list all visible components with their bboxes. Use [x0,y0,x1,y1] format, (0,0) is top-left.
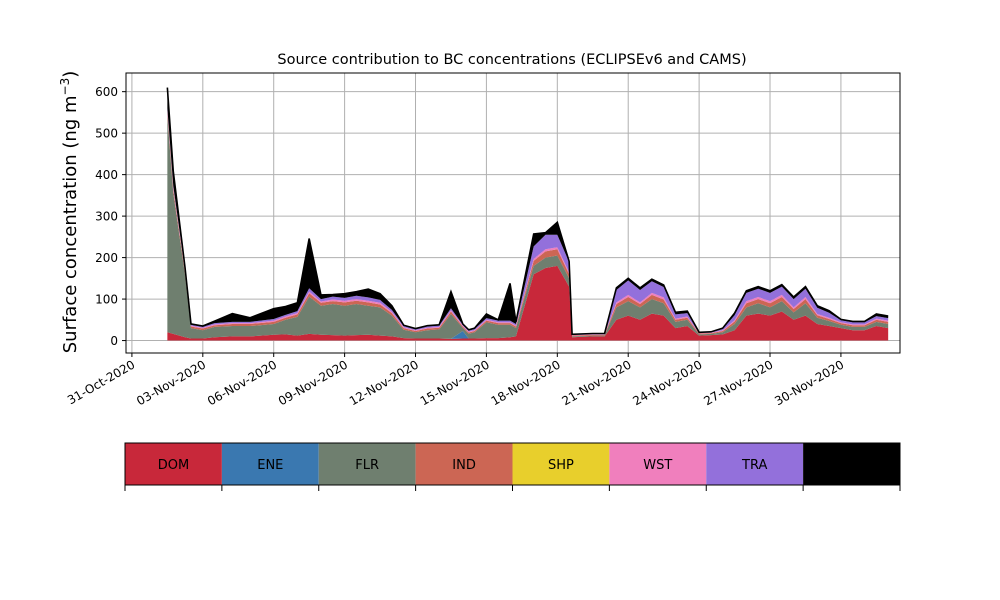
x-axis-ticks: 31-Oct-202003-Nov-202006-Nov-202009-Nov-… [65,353,846,408]
area-flr [167,116,889,339]
y-axis-label-close: ) [60,71,81,78]
y-axis-label-sup: −3 [58,78,72,96]
plot-frame [125,72,901,354]
y-tick-label: 200 [95,251,118,265]
legend-swatch-shp [512,443,610,485]
total-line [166,87,889,336]
area-dom [167,265,889,341]
area-wst [167,110,889,336]
legend-swatch-wst [609,443,707,485]
x-tick-label: 03-Nov-2020 [134,357,208,408]
legend-label-shp: SHP [548,458,574,473]
legend-label-ene: ENE [257,458,283,473]
legend-label-bb: BB [843,458,861,473]
y-tick-label: 600 [95,85,118,99]
x-tick-label: 30-Nov-2020 [772,357,846,408]
legend-swatch-flr [318,443,416,485]
stacked-areas [167,87,889,341]
y-axis-ticks: 0 100 200 300 400 500 600 [95,85,126,348]
legend-label-ind: IND [452,458,476,473]
y-axis-label: Surface concentration (ng m−3) [58,71,81,354]
x-tick-label: 12-Nov-2020 [347,357,421,408]
x-tick-label: 21-Nov-2020 [560,357,634,408]
total-outline [166,87,889,336]
x-tick-label: 09-Nov-2020 [276,357,350,408]
legend-colorbar: DOM ENE FLR IND SHP WST TRA BB [124,442,901,491]
legend-swatch-bb [803,443,900,485]
x-tick-label: 27-Nov-2020 [701,357,775,408]
legend-label-flr: FLR [355,458,379,473]
y-tick-label: 300 [95,210,118,224]
x-tick-label: 15-Nov-2020 [418,357,492,408]
x-tick-label: 06-Nov-2020 [205,357,279,408]
legend-swatch-tra [706,443,804,485]
x-tick-label: 24-Nov-2020 [630,357,704,408]
y-tick-label: 0 [110,334,118,348]
legend-swatch-dom [125,443,222,485]
legend-label-wst: WST [643,458,672,473]
legend-label-tra: TRA [741,458,767,473]
legend-swatch-ind [415,443,513,485]
y-tick-label: 400 [95,168,118,182]
y-axis-label-base: Surface concentration (ng m [60,95,81,353]
area-ind [167,112,889,337]
y-tick-label: 500 [95,127,118,141]
legend-swatch-ene [221,443,319,485]
chart-title: Source contribution to BC concentrations… [277,52,746,68]
y-tick-label: 100 [95,293,118,307]
legend-label-dom: DOM [158,458,189,473]
x-tick-label: 18-Nov-2020 [489,357,563,408]
x-tick-label: 31-Oct-2020 [65,357,137,407]
